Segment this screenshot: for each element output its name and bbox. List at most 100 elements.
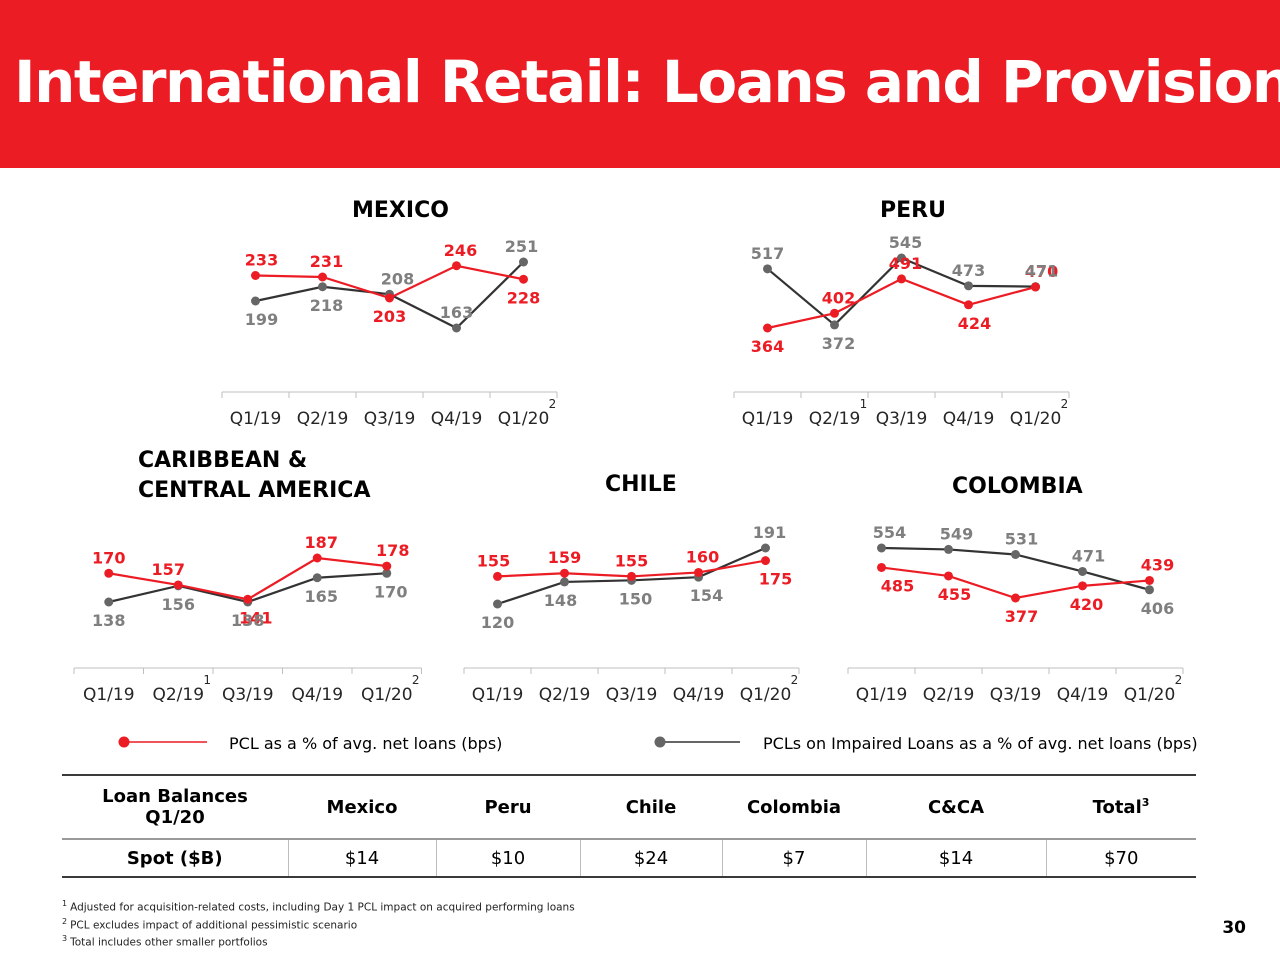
colombia-impaired-data-label: 471 [1072,546,1105,565]
table-header-total-sup: 3 [1141,796,1150,809]
cca-impaired-point [382,568,392,578]
peru-pcl-point [830,308,839,318]
chile-pcl-point [694,567,703,577]
mexico-x-tick-label: Q1/19 [230,409,282,429]
mexico-impaired-data-label: 218 [310,296,343,315]
colombia-pcl-point [1145,575,1154,585]
mexico-pcl-data-label: 246 [444,241,477,260]
peru-impaired-data-label: 471 [1025,262,1058,281]
colombia-impaired-point [877,543,886,553]
page-title: International Retail: Loans and Provisio… [14,48,1280,116]
table-header-loan-balances: Loan Balances Q1/20 [62,775,288,839]
peru-impaired-data-label: 473 [952,261,985,280]
peru-impaired-point [897,253,906,263]
table-cell-cca: $14 [865,839,1046,877]
peru-x-tick-footnote: 1 [860,397,868,411]
table-cell-peru: $10 [435,839,580,877]
chile-x-tick-label: Q3/19 [606,685,658,705]
cca-pcl-data-label: 157 [152,560,185,579]
footnote-3-text: Total includes other smaller portfolios [70,936,268,949]
table-header-colombia: Colombia [746,796,842,818]
chile-impaired-data-label: 148 [544,591,577,610]
peru-pcl-data-label: 470 [1025,262,1058,281]
table-cell-mexico: $14 [287,839,436,877]
footnote-2-num: 2 [62,916,68,926]
colombia-pcl-data-label: 420 [1070,595,1103,614]
chart-title-mexico: MEXICO [352,198,449,223]
colombia-x-tick-label: Q1/20 [1124,685,1176,705]
cca-pcl-point [104,568,114,578]
mexico-x-tick-label: Q3/19 [364,409,416,429]
peru-x-tick-label: Q1/19 [742,409,794,429]
table-header-line1: Loan Balances [102,786,248,807]
colombia-x-tick-footnote: 2 [1175,673,1183,687]
table-cell-chile: $24 [579,839,722,877]
mexico-pcl-data-label: 203 [373,307,406,326]
mexico-pcl-point [385,293,394,303]
mexico-impaired-data-label: 208 [381,269,414,288]
chile-pcl-point [560,568,569,578]
legend-impaired-label: PCLs on Impaired Loans as a % of avg. ne… [763,734,1198,753]
mexico-impaired-point [519,257,528,267]
cca-x-tick-footnote: 2 [412,673,420,687]
chile-pcl-point [761,556,770,566]
footnote-1-text: Adjusted for acquisition-related costs, … [70,901,575,914]
chile-impaired-data-label: 150 [619,589,652,608]
cca-pcl-data-label: 170 [92,548,125,567]
chile-impaired-point [493,599,502,609]
table-row-label: Spot ($B) [126,847,223,869]
peru-impaired-data-label: 372 [822,334,855,353]
chart-title-peru: PERU [880,198,946,223]
peru-impaired-data-label: 545 [889,233,922,252]
peru-x-tick-label: Q3/19 [876,409,928,429]
chile-impaired-point [560,577,569,587]
colombia-x-tick-label: Q3/19 [990,685,1042,705]
peru-impaired-data-label: 517 [751,244,784,263]
peru-pcl-data-label: 364 [751,337,784,356]
cca-pcl-point [312,553,322,563]
mexico-impaired-point [251,296,260,306]
table-header-line2: Q1/20 [145,807,205,828]
chile-pcl-data-label: 155 [477,551,510,570]
table-cell-colombia: $7 [721,839,866,877]
chile-x-tick-label: Q2/19 [539,685,591,705]
peru-pcl-data-label: 402 [822,288,855,307]
cca-x-tick-label: Q2/19 [152,685,204,705]
mexico-x-tick-label: Q2/19 [297,409,349,429]
peru-impaired-point [830,320,839,330]
colombia-pcl-point [1078,581,1087,591]
cca-pcl-point [173,580,183,590]
peru-impaired-point [964,281,973,291]
mexico-pcl-point [251,271,260,280]
chile-x-tick-label: Q4/19 [673,685,725,705]
mexico-impaired-data-label: 199 [245,310,278,329]
cca-impaired-data-label: 138 [231,611,264,630]
colombia-impaired-data-label: 554 [873,523,906,542]
table-header-row: Loan Balances Q1/20 Mexico Peru Chile Co… [62,775,1196,839]
cca-pcl-point [382,561,392,571]
mexico-impaired-point [452,323,461,333]
peru-pcl-point [897,274,906,284]
cca-pcl-data-label: 187 [305,533,338,552]
loan-balances-table: Loan Balances Q1/20 Mexico Peru Chile Co… [62,774,1196,878]
colombia-pcl-point [1011,593,1020,603]
table-header-mexico: Mexico [326,796,398,818]
peru-x-tick-footnote: 2 [1061,397,1069,411]
chile-pcl-data-label: 160 [686,547,719,566]
colombia-x-tick-label: Q1/19 [856,685,908,705]
colombia-impaired-point [1011,549,1020,559]
peru-x-tick-label: Q2/19 [809,409,861,429]
cca-impaired-point [312,573,322,583]
colombia-impaired-point [1078,566,1087,576]
cca-impaired-data-label: 165 [305,587,338,606]
title-banner: International Retail: Loans and Provisio… [0,0,1280,168]
mexico-impaired-point [318,282,327,292]
cca-pcl-data-label: 141 [239,608,272,627]
peru-pcl-point [964,300,973,310]
cca-impaired-point [104,597,114,607]
mexico-impaired-data-label: 251 [505,237,538,256]
chile-impaired-data-label: 191 [753,523,786,542]
cca-pcl-point [243,594,253,604]
legend-impaired: PCLs on Impaired Loans as a % of avg. ne… [648,730,1208,754]
